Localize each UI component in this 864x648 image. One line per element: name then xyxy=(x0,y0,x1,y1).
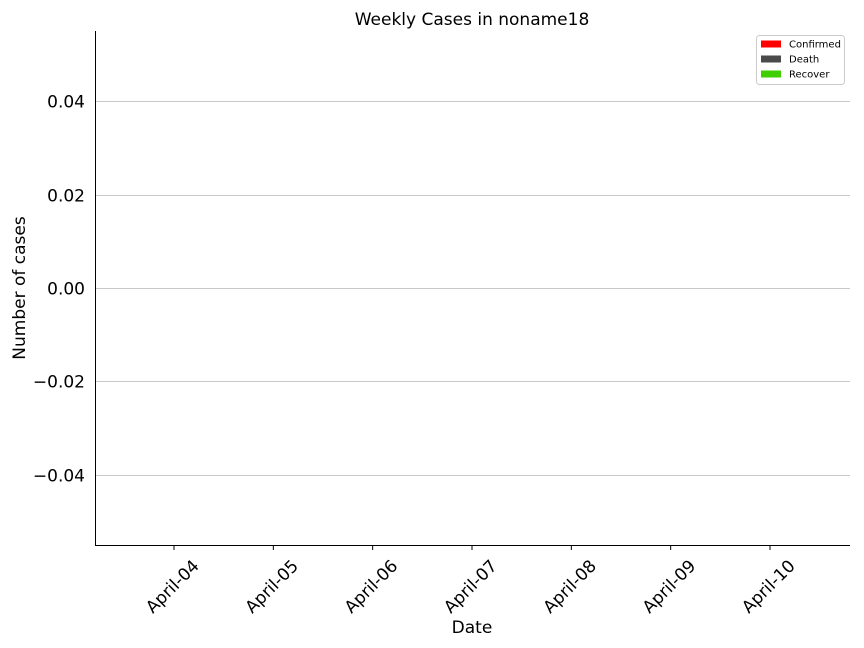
legend-swatch-death xyxy=(761,55,781,63)
x-axis-title: Date xyxy=(452,618,493,638)
y-tick-label: −0.02 xyxy=(33,373,85,393)
x-tick-label: April-10 xyxy=(738,556,799,617)
x-tick-label: April-08 xyxy=(540,556,601,617)
x-ticks: April-04 April-05 April-06 April-07 April-08… xyxy=(142,545,800,618)
y-axis-title: Number of cases xyxy=(10,216,30,360)
y-tick-label: 0.00 xyxy=(47,280,85,300)
x-tick-label: April-06 xyxy=(341,556,402,617)
legend-label-confirmed: Confirmed xyxy=(789,40,841,51)
y-tick-label: 0.02 xyxy=(47,187,85,207)
y-tick-label: 0.04 xyxy=(47,93,85,113)
legend-swatch-recover xyxy=(761,70,781,78)
grid-lines xyxy=(95,101,850,476)
y-ticks: 0.04 0.02 0.00 −0.02 −0.04 xyxy=(33,93,85,487)
legend-swatch-confirmed xyxy=(761,40,781,48)
chart-title: Weekly Cases in noname18 xyxy=(355,10,590,30)
y-tick-label: −0.04 xyxy=(33,467,85,487)
legend-label-recover: Recover xyxy=(789,70,830,81)
x-tick-label: April-04 xyxy=(142,556,203,617)
x-tick-label: April-09 xyxy=(639,556,700,617)
x-tick-label: April-07 xyxy=(440,556,501,617)
legend: Confirmed Death Recover xyxy=(756,35,845,85)
legend-label-death: Death xyxy=(789,55,819,66)
x-tick-label: April-05 xyxy=(242,556,303,617)
